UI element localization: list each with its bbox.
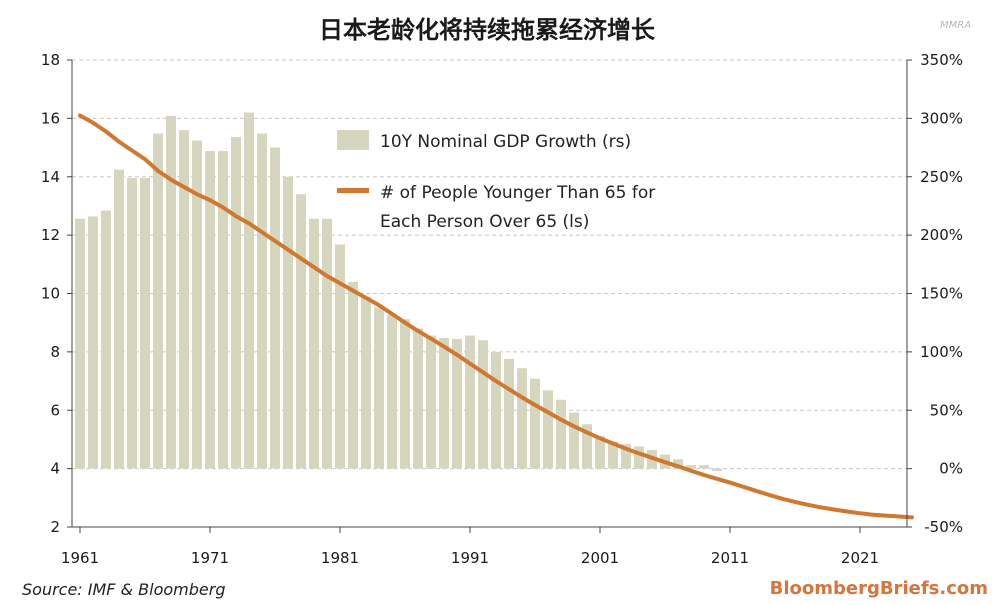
left-axis-tick-labels: 2 4 6 8 10 12 14 16 18 xyxy=(41,51,60,536)
bar-mark xyxy=(309,218,319,469)
bar-mark xyxy=(166,116,176,469)
bar-mark xyxy=(621,444,631,469)
bar-mark xyxy=(413,328,423,469)
bar-mark xyxy=(556,399,566,469)
legend-line-label-2: Each Person Over 65 (ls) xyxy=(380,212,589,232)
source-label: Source: IMF & Bloomberg xyxy=(22,580,225,599)
x-tick-label: 1971 xyxy=(191,549,229,567)
left-tick-label: 6 xyxy=(50,401,60,419)
bar-mark xyxy=(712,468,722,471)
left-tick-label: 4 xyxy=(50,460,60,478)
right-tick-label: 200% xyxy=(920,226,963,244)
bar-mark xyxy=(88,216,98,469)
bar-mark xyxy=(374,307,384,469)
bar-mark xyxy=(439,337,449,469)
bar-mark xyxy=(257,133,267,469)
x-tick-label: 1991 xyxy=(451,549,489,567)
brand-label: BloombergBriefs.com xyxy=(770,578,988,599)
bar-mark xyxy=(686,465,696,469)
bar-mark xyxy=(75,218,85,469)
legend-bar-swatch xyxy=(337,130,369,150)
right-tick-label: -50% xyxy=(924,518,963,536)
bar-mark xyxy=(569,412,579,469)
right-tick-label: 250% xyxy=(920,168,963,186)
bar-mark xyxy=(582,424,592,469)
right-tick-label: 300% xyxy=(920,109,963,127)
x-tick-label: 2011 xyxy=(711,549,749,567)
bar-mark xyxy=(205,151,215,469)
bar-mark xyxy=(322,218,332,469)
bar-mark xyxy=(283,176,293,469)
bar-mark xyxy=(296,194,306,469)
x-tick-label: 2001 xyxy=(581,549,619,567)
bar-mark xyxy=(452,339,462,469)
bar-mark xyxy=(231,137,241,469)
bar-mark xyxy=(400,319,410,469)
bar-mark xyxy=(491,351,501,469)
left-tick-label: 18 xyxy=(41,51,60,69)
axes xyxy=(67,59,912,533)
bar-mark xyxy=(530,378,540,469)
watermark-text: MMRA xyxy=(940,20,971,31)
chart-title: 日本老龄化将持续拖累经济增长 xyxy=(319,16,656,44)
bar-mark xyxy=(114,169,124,469)
x-tick-label: 1961 xyxy=(61,549,99,567)
left-tick-label: 12 xyxy=(41,226,60,244)
bar-mark xyxy=(153,133,163,469)
right-tick-label: 50% xyxy=(930,401,963,419)
bar-mark xyxy=(699,465,709,469)
right-tick-label: 150% xyxy=(920,285,963,303)
bar-mark xyxy=(673,459,683,469)
right-axis-tick-labels: -50% 0% 50% 100% 150% 200% 250% 300% 350% xyxy=(920,51,963,536)
left-tick-label: 8 xyxy=(50,343,60,361)
left-tick-label: 16 xyxy=(41,109,60,127)
bar-mark xyxy=(595,435,605,469)
bar-mark xyxy=(517,368,527,469)
right-tick-label: 350% xyxy=(920,51,963,69)
bar-mark xyxy=(634,446,644,469)
left-tick-label: 10 xyxy=(41,285,60,303)
bar-mark xyxy=(504,358,514,469)
bar-series xyxy=(75,112,722,471)
bar-mark xyxy=(608,441,618,469)
bar-mark xyxy=(127,177,137,469)
right-tick-label: 0% xyxy=(939,460,963,478)
left-tick-label: 14 xyxy=(41,168,60,186)
bar-mark xyxy=(348,281,358,469)
x-tick-label: 1981 xyxy=(321,549,359,567)
line-series xyxy=(78,113,914,520)
x-axis-tick-labels: 1961 1971 1981 1991 2001 2011 2021 xyxy=(61,549,879,567)
legend: 10Y Nominal GDP Growth (rs) # of People … xyxy=(337,130,655,232)
x-tick-label: 2021 xyxy=(841,549,879,567)
bar-mark xyxy=(179,130,189,469)
left-tick-label: 2 xyxy=(50,518,60,536)
bar-mark xyxy=(387,314,397,469)
bar-mark xyxy=(335,244,345,469)
bar-mark xyxy=(140,177,150,469)
right-tick-label: 100% xyxy=(920,343,963,361)
bar-mark xyxy=(543,390,553,469)
bar-mark xyxy=(465,335,475,469)
bar-mark xyxy=(244,112,254,469)
legend-bar-label: 10Y Nominal GDP Growth (rs) xyxy=(380,132,631,152)
bar-mark xyxy=(192,140,202,469)
bar-mark xyxy=(478,340,488,469)
bar-mark xyxy=(426,335,436,469)
bar-mark xyxy=(270,147,280,469)
bar-mark xyxy=(361,297,371,469)
legend-line-label-1: # of People Younger Than 65 for xyxy=(380,183,655,203)
bar-mark xyxy=(101,210,111,469)
legend-line-swatch xyxy=(337,188,369,193)
bar-mark xyxy=(218,151,228,469)
